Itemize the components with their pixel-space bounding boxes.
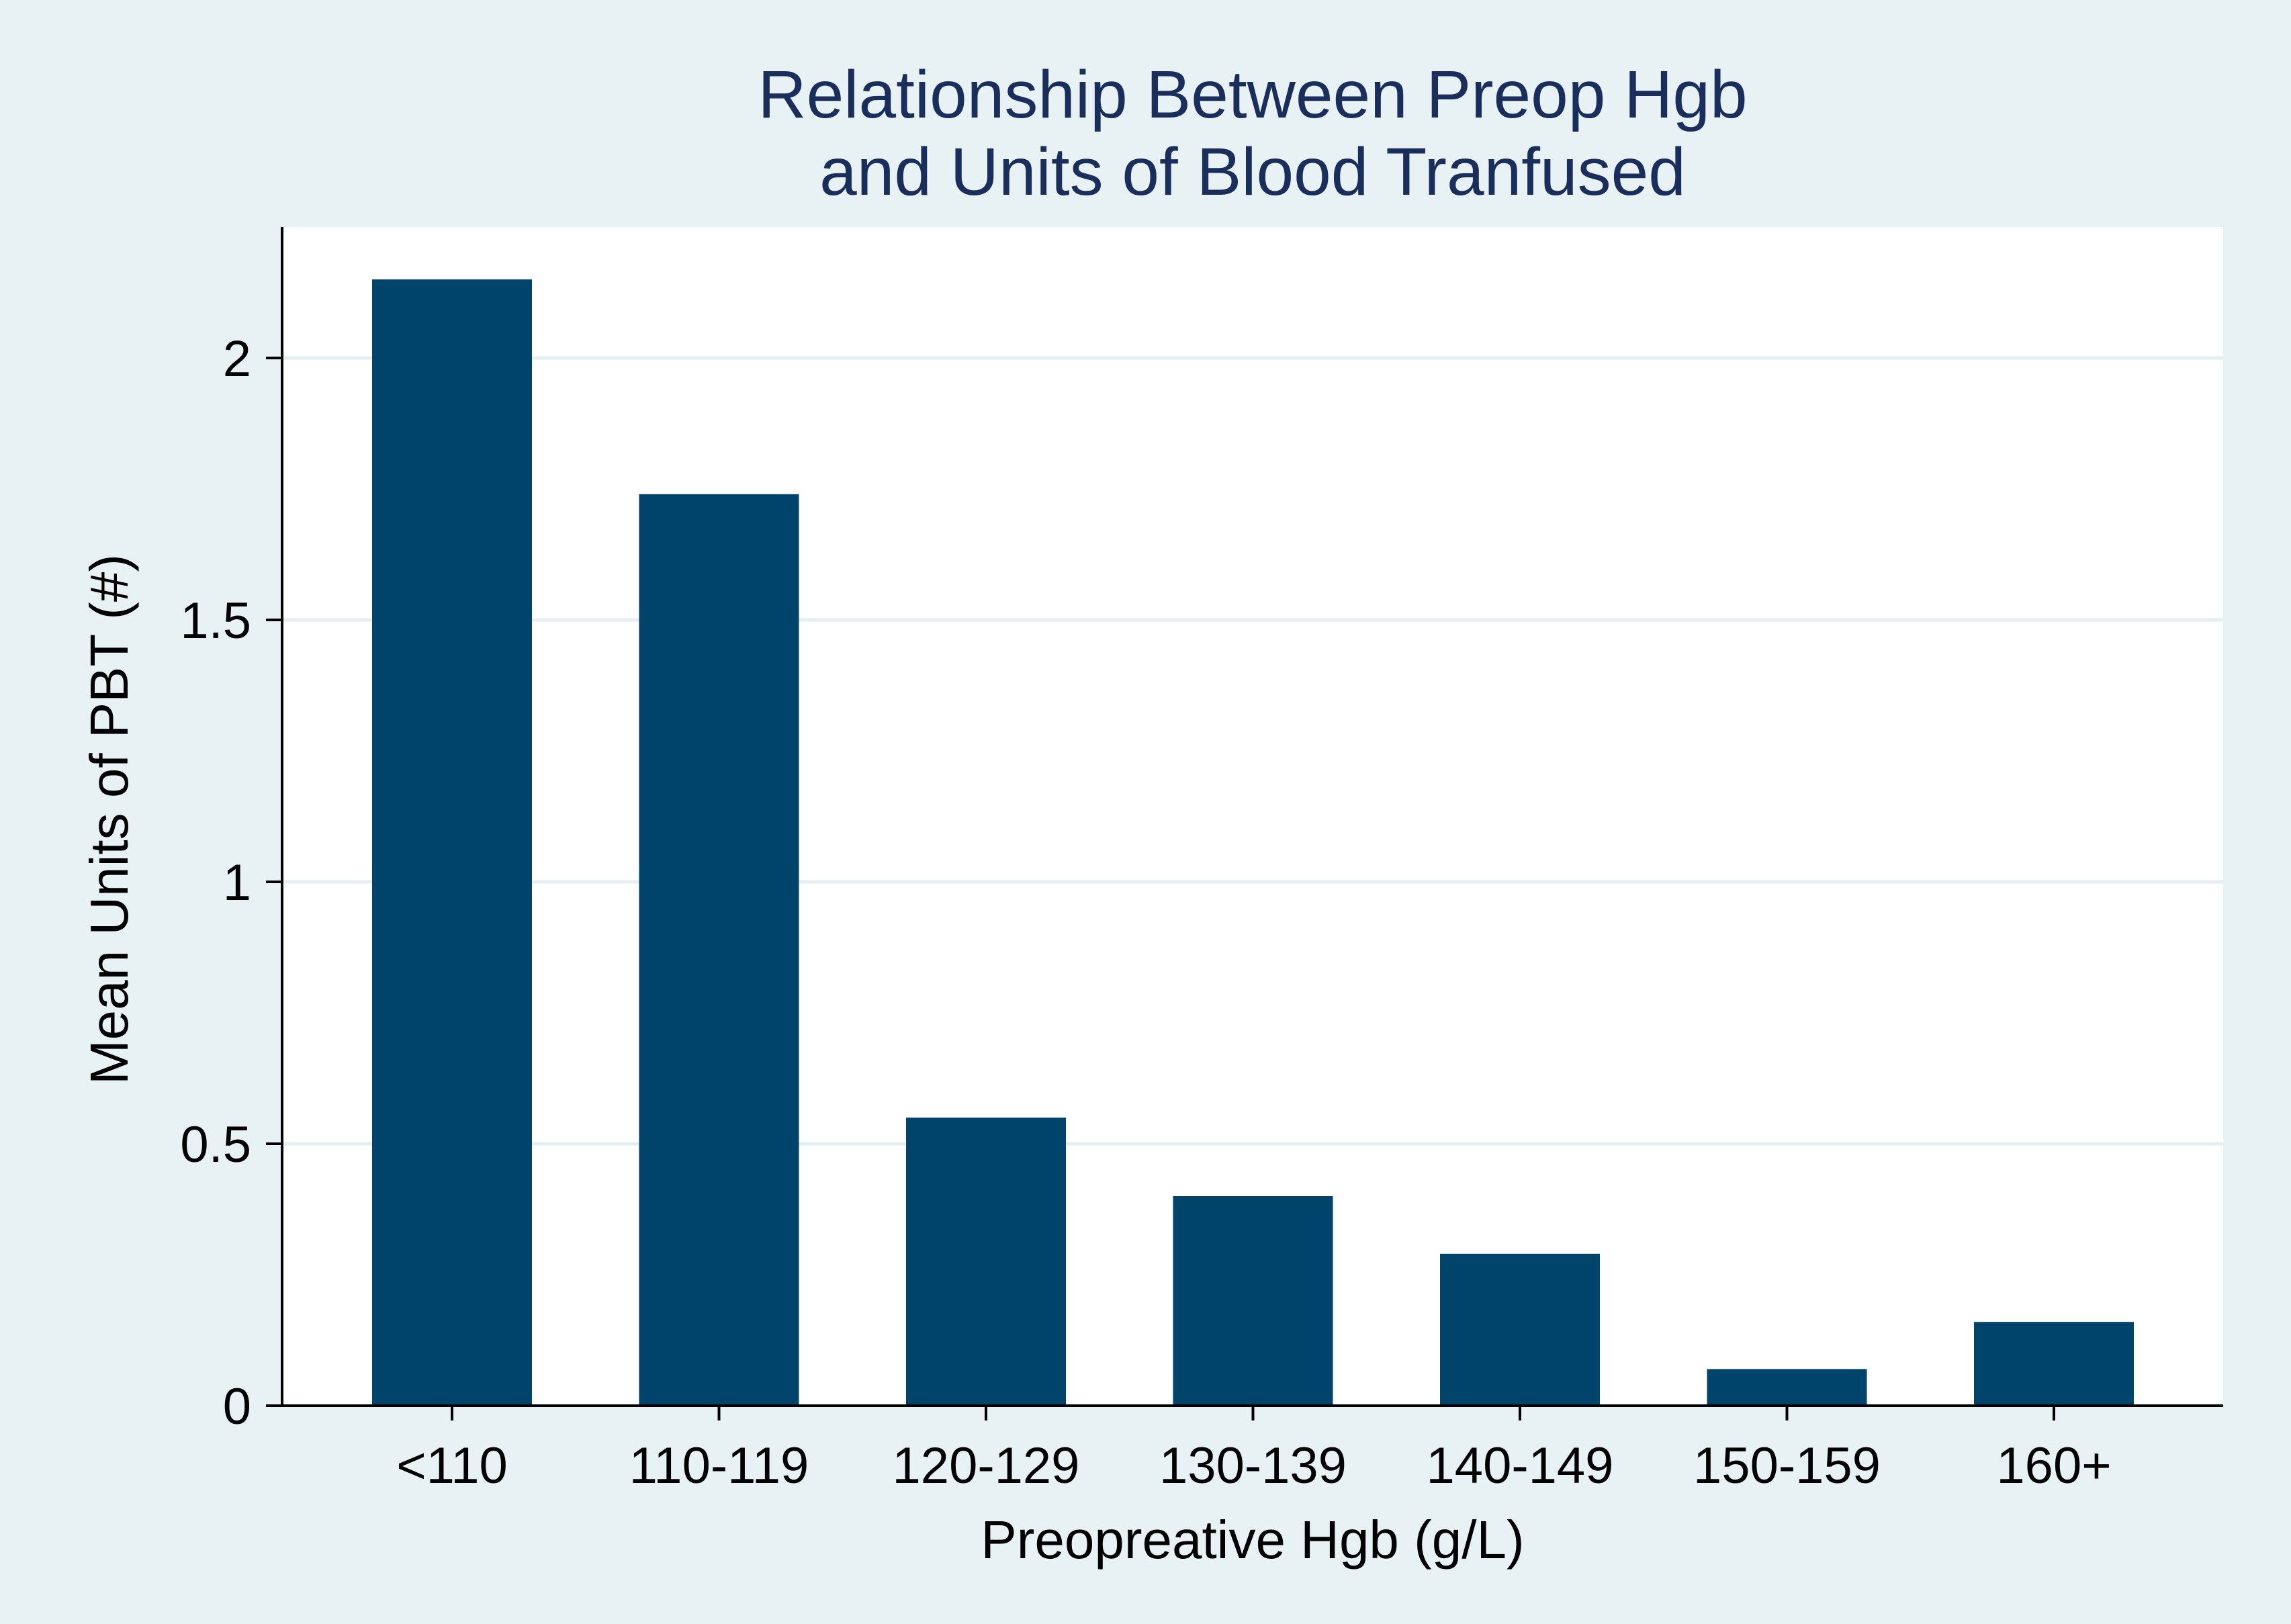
x-tick-label: 130-139 (1159, 1437, 1347, 1494)
y-axis-ticks: 0 0.5 1 1.5 2 (180, 330, 282, 1435)
x-tick-label: 140-149 (1427, 1437, 1614, 1494)
bar (1707, 1369, 1867, 1406)
bar (1173, 1196, 1333, 1406)
bar (639, 494, 799, 1406)
bar (1440, 1253, 1600, 1406)
x-tick-label: 120-129 (893, 1437, 1080, 1494)
x-tick-label: 150-159 (1693, 1437, 1881, 1494)
y-tick-label: 2 (223, 330, 251, 388)
bar (372, 279, 532, 1406)
y-tick-label: 0 (223, 1378, 251, 1435)
gridlines (282, 356, 2223, 1146)
y-tick-label: 0.5 (180, 1116, 251, 1173)
x-axis-title: Preopreative Hgb (g/L) (981, 1510, 1524, 1570)
y-tick-label: 1 (223, 854, 251, 911)
x-tick-label: 160+ (1996, 1437, 2111, 1494)
bar (906, 1118, 1066, 1406)
chart-title: Relationship Between Preop Hgb (758, 57, 1747, 132)
chart-subtitle: and Units of Blood Tranfused (819, 134, 1686, 210)
y-axis-title: Mean Units of PBT (#) (79, 554, 139, 1085)
x-tick-label: <110 (396, 1437, 508, 1494)
bars (372, 279, 2134, 1406)
bar (1974, 1322, 2134, 1406)
x-tick-label: 110-119 (629, 1437, 809, 1494)
y-tick-label: 1.5 (180, 592, 251, 649)
x-axis-ticks: <110 110-119 120-129 130-139 140-149 150-159 1… (396, 1406, 2112, 1494)
